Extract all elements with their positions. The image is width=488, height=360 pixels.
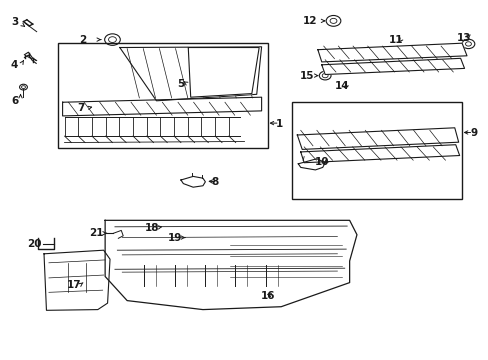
Polygon shape <box>297 128 458 149</box>
Text: 13: 13 <box>456 33 471 43</box>
Polygon shape <box>321 58 464 75</box>
Text: 7: 7 <box>77 103 84 113</box>
Text: 18: 18 <box>144 222 159 233</box>
Polygon shape <box>188 48 259 97</box>
Polygon shape <box>120 47 261 101</box>
Text: 19: 19 <box>167 233 182 243</box>
Bar <box>292 102 461 199</box>
Bar <box>58 43 267 148</box>
Text: 6: 6 <box>11 96 18 106</box>
Text: 16: 16 <box>260 291 275 301</box>
Text: 1: 1 <box>276 119 283 129</box>
Text: 17: 17 <box>67 280 81 290</box>
Text: 10: 10 <box>314 157 328 167</box>
Polygon shape <box>44 250 110 310</box>
Polygon shape <box>300 145 459 163</box>
Polygon shape <box>317 43 466 62</box>
Text: 4: 4 <box>11 60 19 70</box>
Text: 5: 5 <box>177 78 184 89</box>
Text: 9: 9 <box>470 128 477 138</box>
Text: 15: 15 <box>299 71 314 81</box>
Text: 11: 11 <box>388 35 403 45</box>
Text: 3: 3 <box>11 17 18 27</box>
Text: 2: 2 <box>80 35 86 45</box>
Text: 20: 20 <box>27 239 41 249</box>
Text: 8: 8 <box>211 177 218 187</box>
Polygon shape <box>105 220 356 310</box>
Polygon shape <box>62 97 261 116</box>
Text: 14: 14 <box>334 81 349 91</box>
Text: 21: 21 <box>89 228 104 238</box>
Text: 12: 12 <box>303 16 317 26</box>
